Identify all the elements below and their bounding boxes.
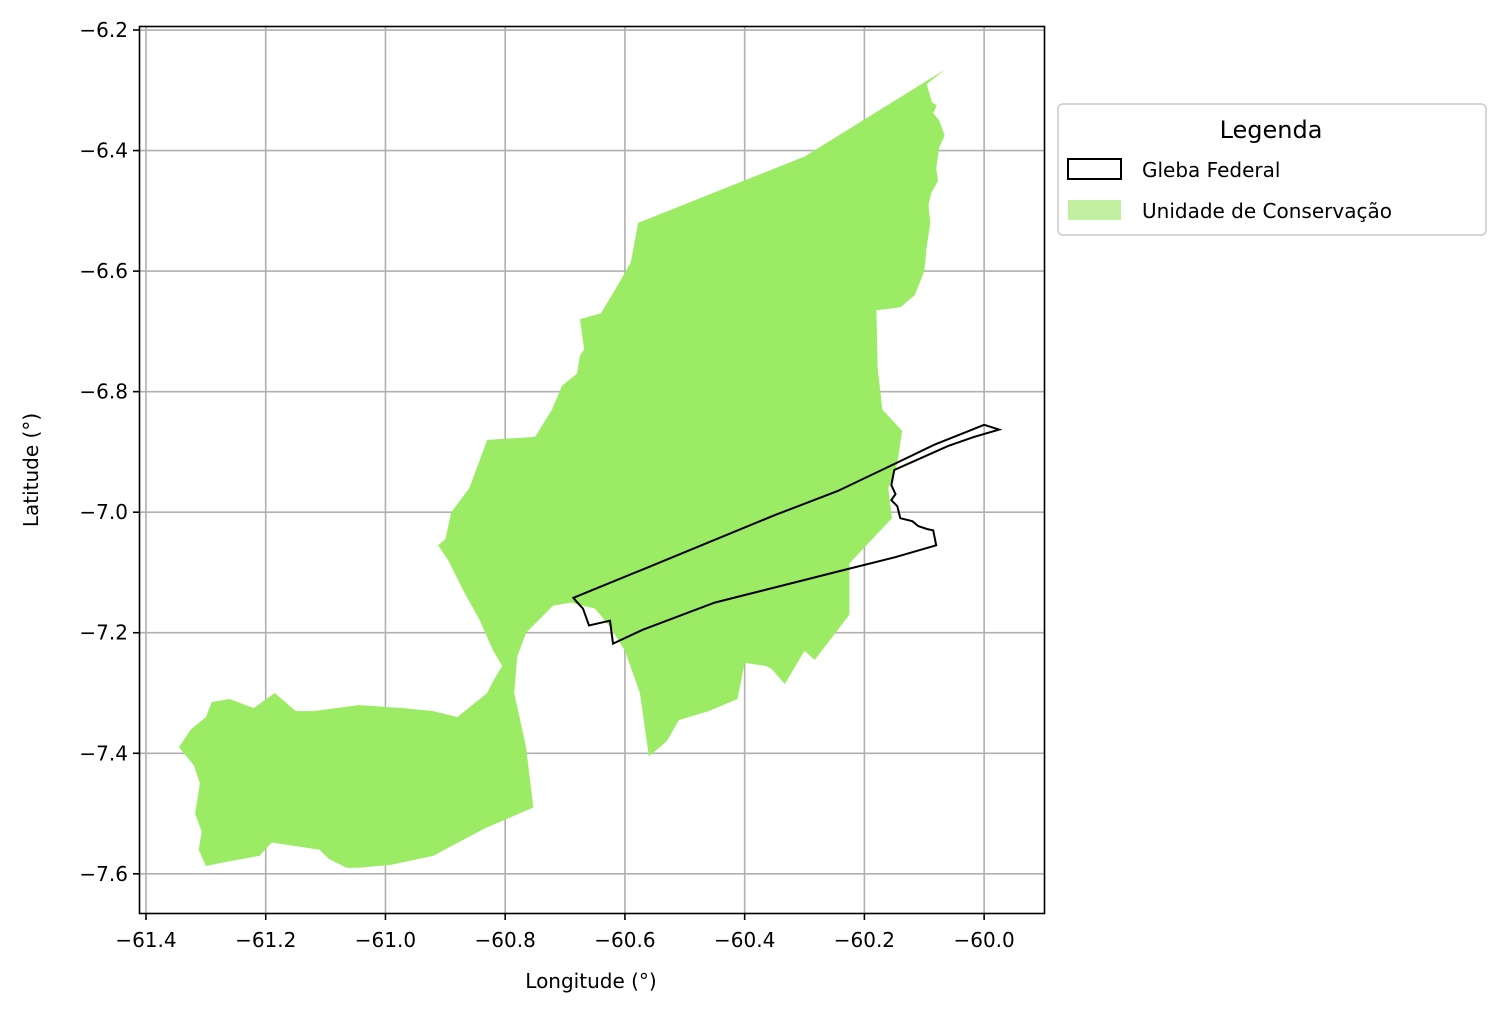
gleba-federal-layer	[571, 423, 1003, 646]
y-tick-label: −6.4	[79, 139, 128, 163]
y-tick-label: −7.4	[79, 741, 128, 765]
x-tick-label: −60.4	[714, 928, 775, 952]
plot-frame	[138, 25, 1046, 915]
legend-label-unidade-de-conservacao: Unidade de Conservação	[1142, 199, 1392, 223]
y-axis-label: Latitude (°)	[19, 413, 43, 527]
legend-title: Legenda	[1220, 116, 1323, 144]
legend-label-gleba-federal: Gleba Federal	[1142, 158, 1280, 182]
legend-box	[1057, 103, 1487, 236]
legend: Legenda Gleba Federal Unidade de Conserv…	[1057, 103, 1487, 236]
x-tick-label: −61.0	[355, 928, 416, 952]
gleba-federal-polygon	[571, 423, 1003, 646]
x-tick-label: −60.8	[475, 928, 536, 952]
y-tick-label: −7.6	[79, 862, 128, 886]
legend-swatch-gleba-federal	[1067, 158, 1122, 180]
y-tick-label: −7.2	[79, 621, 128, 645]
y-tick-label: −6.8	[79, 380, 128, 404]
x-tick-label: −61.4	[115, 928, 176, 952]
x-tick-label: −61.2	[235, 928, 296, 952]
x-tick-label: −60.6	[594, 928, 655, 952]
x-axis-label: Longitude (°)	[525, 969, 656, 993]
y-tick-label: −6.6	[79, 259, 128, 283]
y-tick-label: −6.2	[79, 18, 128, 42]
axis-ticks: −61.4 −61.2 −61.0 −60.8 −60.6 −60.4 −60.2 −60.0…	[79, 18, 1014, 952]
x-tick-label: −60.0	[953, 928, 1014, 952]
conservation-unit-layer	[178, 69, 945, 868]
legend-swatch-unidade-de-conservacao	[1068, 200, 1121, 220]
conservation-unit-polygon	[178, 69, 945, 868]
y-tick-label: −7.0	[79, 500, 128, 524]
x-tick-label: −60.2	[834, 928, 895, 952]
